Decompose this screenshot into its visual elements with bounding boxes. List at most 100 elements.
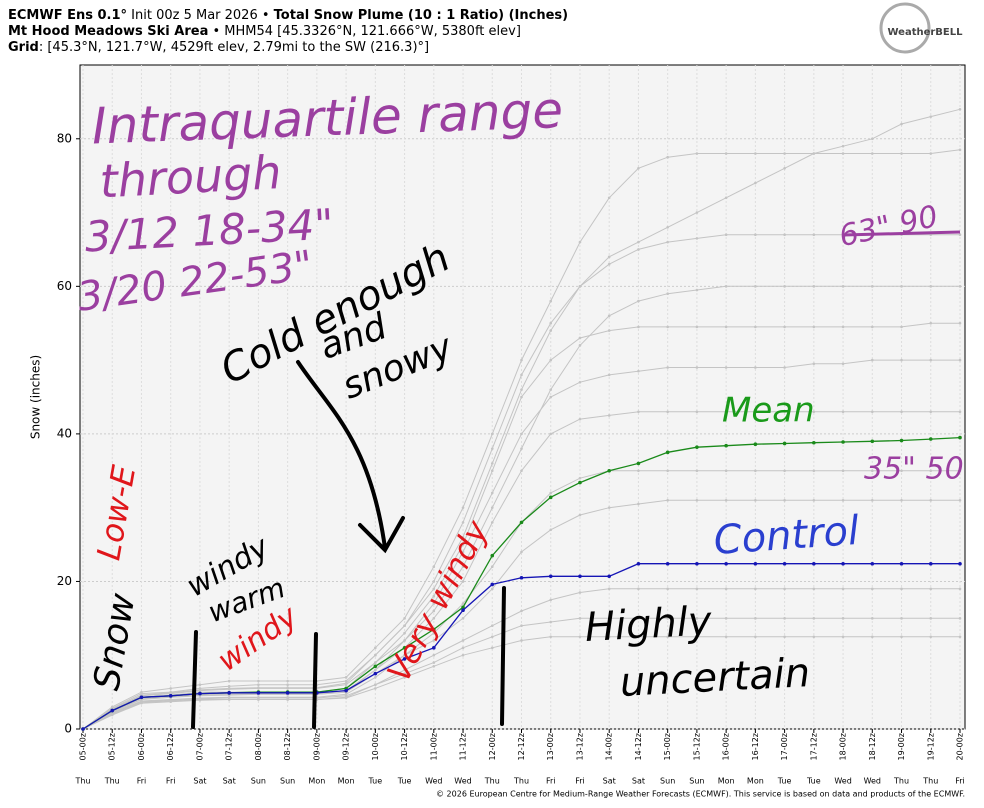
member-point xyxy=(549,598,553,602)
member-point xyxy=(637,635,640,639)
member-point xyxy=(520,469,523,473)
member-point xyxy=(812,233,816,236)
member-point xyxy=(607,262,611,266)
series-point xyxy=(373,664,378,669)
x-tick-label: 12-00z xyxy=(488,733,497,760)
member-point xyxy=(841,152,845,155)
member-point xyxy=(958,321,962,325)
member-point xyxy=(695,635,699,639)
weekday-label: Sun xyxy=(280,777,295,786)
weekday-label: Mon xyxy=(718,777,735,786)
series-point xyxy=(519,520,524,525)
weekday-label: Tue xyxy=(397,777,412,786)
member-point xyxy=(461,653,465,657)
weekday-label: Fri xyxy=(546,777,556,786)
x-tick-label: 15-12z xyxy=(692,733,701,760)
member-point xyxy=(607,329,611,332)
weekday-label: Wed xyxy=(454,777,471,786)
member-point xyxy=(958,285,962,288)
weekday-label: Fri xyxy=(575,777,585,786)
member-point xyxy=(929,635,933,639)
x-tick-label: 13-00z xyxy=(546,733,555,760)
member-point xyxy=(637,502,640,506)
member-point xyxy=(841,498,845,502)
member-point xyxy=(549,358,553,362)
member-point xyxy=(257,679,260,683)
member-point xyxy=(900,325,903,329)
weekday-label: Tue xyxy=(367,777,382,786)
member-point xyxy=(812,285,816,288)
member-point xyxy=(900,498,903,502)
member-point xyxy=(637,369,640,373)
member-point xyxy=(607,255,611,259)
member-point xyxy=(461,602,465,605)
member-point xyxy=(607,635,611,639)
member-point xyxy=(432,602,436,605)
series-point xyxy=(841,561,845,566)
annotation: Control xyxy=(712,508,860,564)
member-point xyxy=(490,432,494,436)
x-tick-label: 19-12z xyxy=(926,733,935,760)
member-point xyxy=(578,635,582,639)
member-point xyxy=(403,624,406,628)
member-point xyxy=(578,285,582,288)
member-point xyxy=(783,587,786,591)
series-point xyxy=(461,608,465,613)
member-point xyxy=(374,653,377,657)
member-point xyxy=(812,410,816,414)
y-tick-label: 0 xyxy=(64,722,72,736)
member-point xyxy=(374,687,377,690)
series-point xyxy=(958,561,962,566)
member-point xyxy=(695,498,699,502)
x-tick-label: 19-00z xyxy=(897,733,906,760)
member-point xyxy=(578,591,582,594)
header-line: ECMWF Ens 0.1° Init 00z 5 Mar 2026 • Tot… xyxy=(8,8,568,23)
member-point xyxy=(783,498,786,502)
member-point xyxy=(432,664,436,668)
member-point xyxy=(490,635,494,639)
weekday-label: Thu xyxy=(513,777,529,786)
weekday-label: Fri xyxy=(137,777,147,786)
weekday-label: Sun xyxy=(660,777,675,786)
member-point xyxy=(490,469,494,473)
weekday-label: Thu xyxy=(922,777,938,786)
series-point xyxy=(812,561,816,566)
member-point xyxy=(520,432,523,436)
member-point xyxy=(403,668,406,672)
weekday-label: Fri xyxy=(166,777,176,786)
header-part: ECMWF Ens 0.1° xyxy=(8,8,127,23)
member-point xyxy=(227,679,231,683)
series-point xyxy=(402,646,407,650)
member-point xyxy=(490,646,494,650)
member-point xyxy=(432,661,436,664)
member-point xyxy=(432,653,436,657)
member-point xyxy=(257,683,260,687)
member-point xyxy=(900,285,903,288)
member-point xyxy=(461,506,465,509)
series-point xyxy=(461,605,465,610)
member-point xyxy=(432,631,436,635)
x-tick-label: 18-12z xyxy=(868,733,877,760)
series-point xyxy=(928,437,933,441)
series-point xyxy=(724,561,728,566)
weekday-label: Wed xyxy=(864,777,881,786)
member-point xyxy=(607,414,611,417)
weekday-label: Thu xyxy=(484,777,500,786)
member-point xyxy=(958,107,962,111)
member-point xyxy=(374,661,377,664)
member-point xyxy=(461,617,465,620)
series-point xyxy=(110,708,115,713)
member-point xyxy=(169,687,172,690)
member-point xyxy=(754,469,757,473)
member-point xyxy=(666,226,669,229)
header-part: Grid xyxy=(8,40,39,55)
member-point xyxy=(461,639,465,642)
logo: WeatherBELL xyxy=(887,27,963,38)
member-point xyxy=(637,617,640,620)
member-point xyxy=(666,292,669,296)
member-point xyxy=(958,410,962,414)
member-point xyxy=(637,410,640,414)
member-point xyxy=(286,686,289,689)
series-point xyxy=(899,438,904,443)
member-point xyxy=(695,366,699,369)
